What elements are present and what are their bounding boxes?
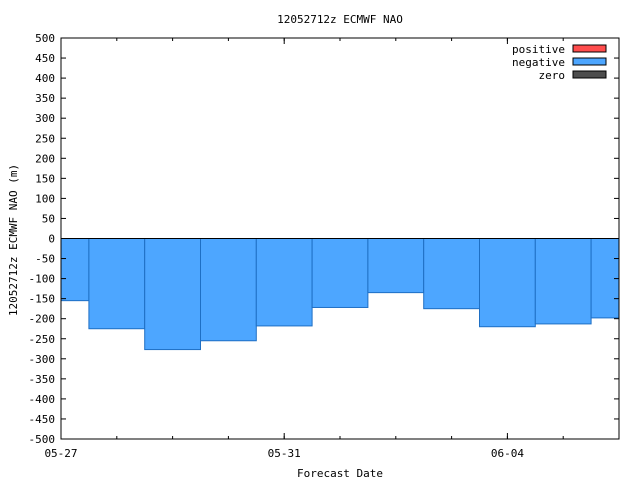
- legend-label-negative: negative: [512, 56, 565, 69]
- legend-label-positive: positive: [512, 43, 565, 56]
- y-axis: 500450400350300250200150100500-50-100-15…: [29, 32, 619, 446]
- bar-negative-2012-06-05: [534, 238, 592, 325]
- x-tick-label: 06-04: [491, 447, 524, 460]
- y-tick-label: -100: [29, 273, 56, 286]
- chart-title: 12052712z ECMWF NAO: [277, 13, 403, 26]
- bar-negative-2012-06-02: [367, 238, 425, 294]
- y-tick-label: 400: [35, 72, 55, 85]
- y-axis-label: 12052712z ECMWF NAO (m): [7, 164, 20, 316]
- y-tick-label: 250: [35, 132, 55, 145]
- legend-swatch-negative: [572, 57, 607, 66]
- legend-label-zero: zero: [539, 69, 566, 82]
- bar-negative-2012-06-03: [423, 238, 481, 310]
- bar-negative-2012-05-28: [88, 238, 146, 330]
- y-tick-label: 200: [35, 152, 55, 165]
- bar-negative-2012-05-29: [144, 238, 201, 351]
- legend-swatch-zero: [572, 70, 607, 79]
- x-axis-label: Forecast Date: [297, 467, 383, 480]
- bar-negative-2012-06-04: [479, 238, 536, 328]
- x-tick-label: 05-27: [44, 447, 77, 460]
- bar-negative-2012-06-01: [311, 238, 369, 308]
- y-tick-label: -350: [29, 373, 56, 386]
- y-tick-label: 350: [35, 92, 55, 105]
- y-tick-label: -300: [29, 353, 56, 366]
- legend-swatch-positive: [572, 44, 607, 53]
- x-axis: 05-27 05-31 06-04: [44, 38, 620, 460]
- y-tick-label: -200: [29, 313, 56, 326]
- y-tick-label: -150: [29, 293, 56, 306]
- y-tick-label: -450: [29, 413, 56, 426]
- y-tick-label: 500: [35, 32, 55, 45]
- y-tick-label: 450: [35, 52, 55, 65]
- y-tick-label: -400: [29, 393, 56, 406]
- x-tick-label: 05-31: [268, 447, 301, 460]
- bar-group: [61, 238, 619, 351]
- y-tick-label: 100: [35, 192, 55, 205]
- y-tick-label: -500: [29, 433, 56, 446]
- y-tick-label: 150: [35, 172, 55, 185]
- y-tick-label: -250: [29, 333, 56, 346]
- bar-negative-2012-05-31: [255, 238, 313, 327]
- y-tick-label: 50: [42, 212, 55, 225]
- y-tick-label: 300: [35, 112, 55, 125]
- y-tick-label: -50: [35, 253, 55, 266]
- y-tick-label: 0: [48, 233, 55, 246]
- bar-negative-2012-05-30: [200, 238, 257, 342]
